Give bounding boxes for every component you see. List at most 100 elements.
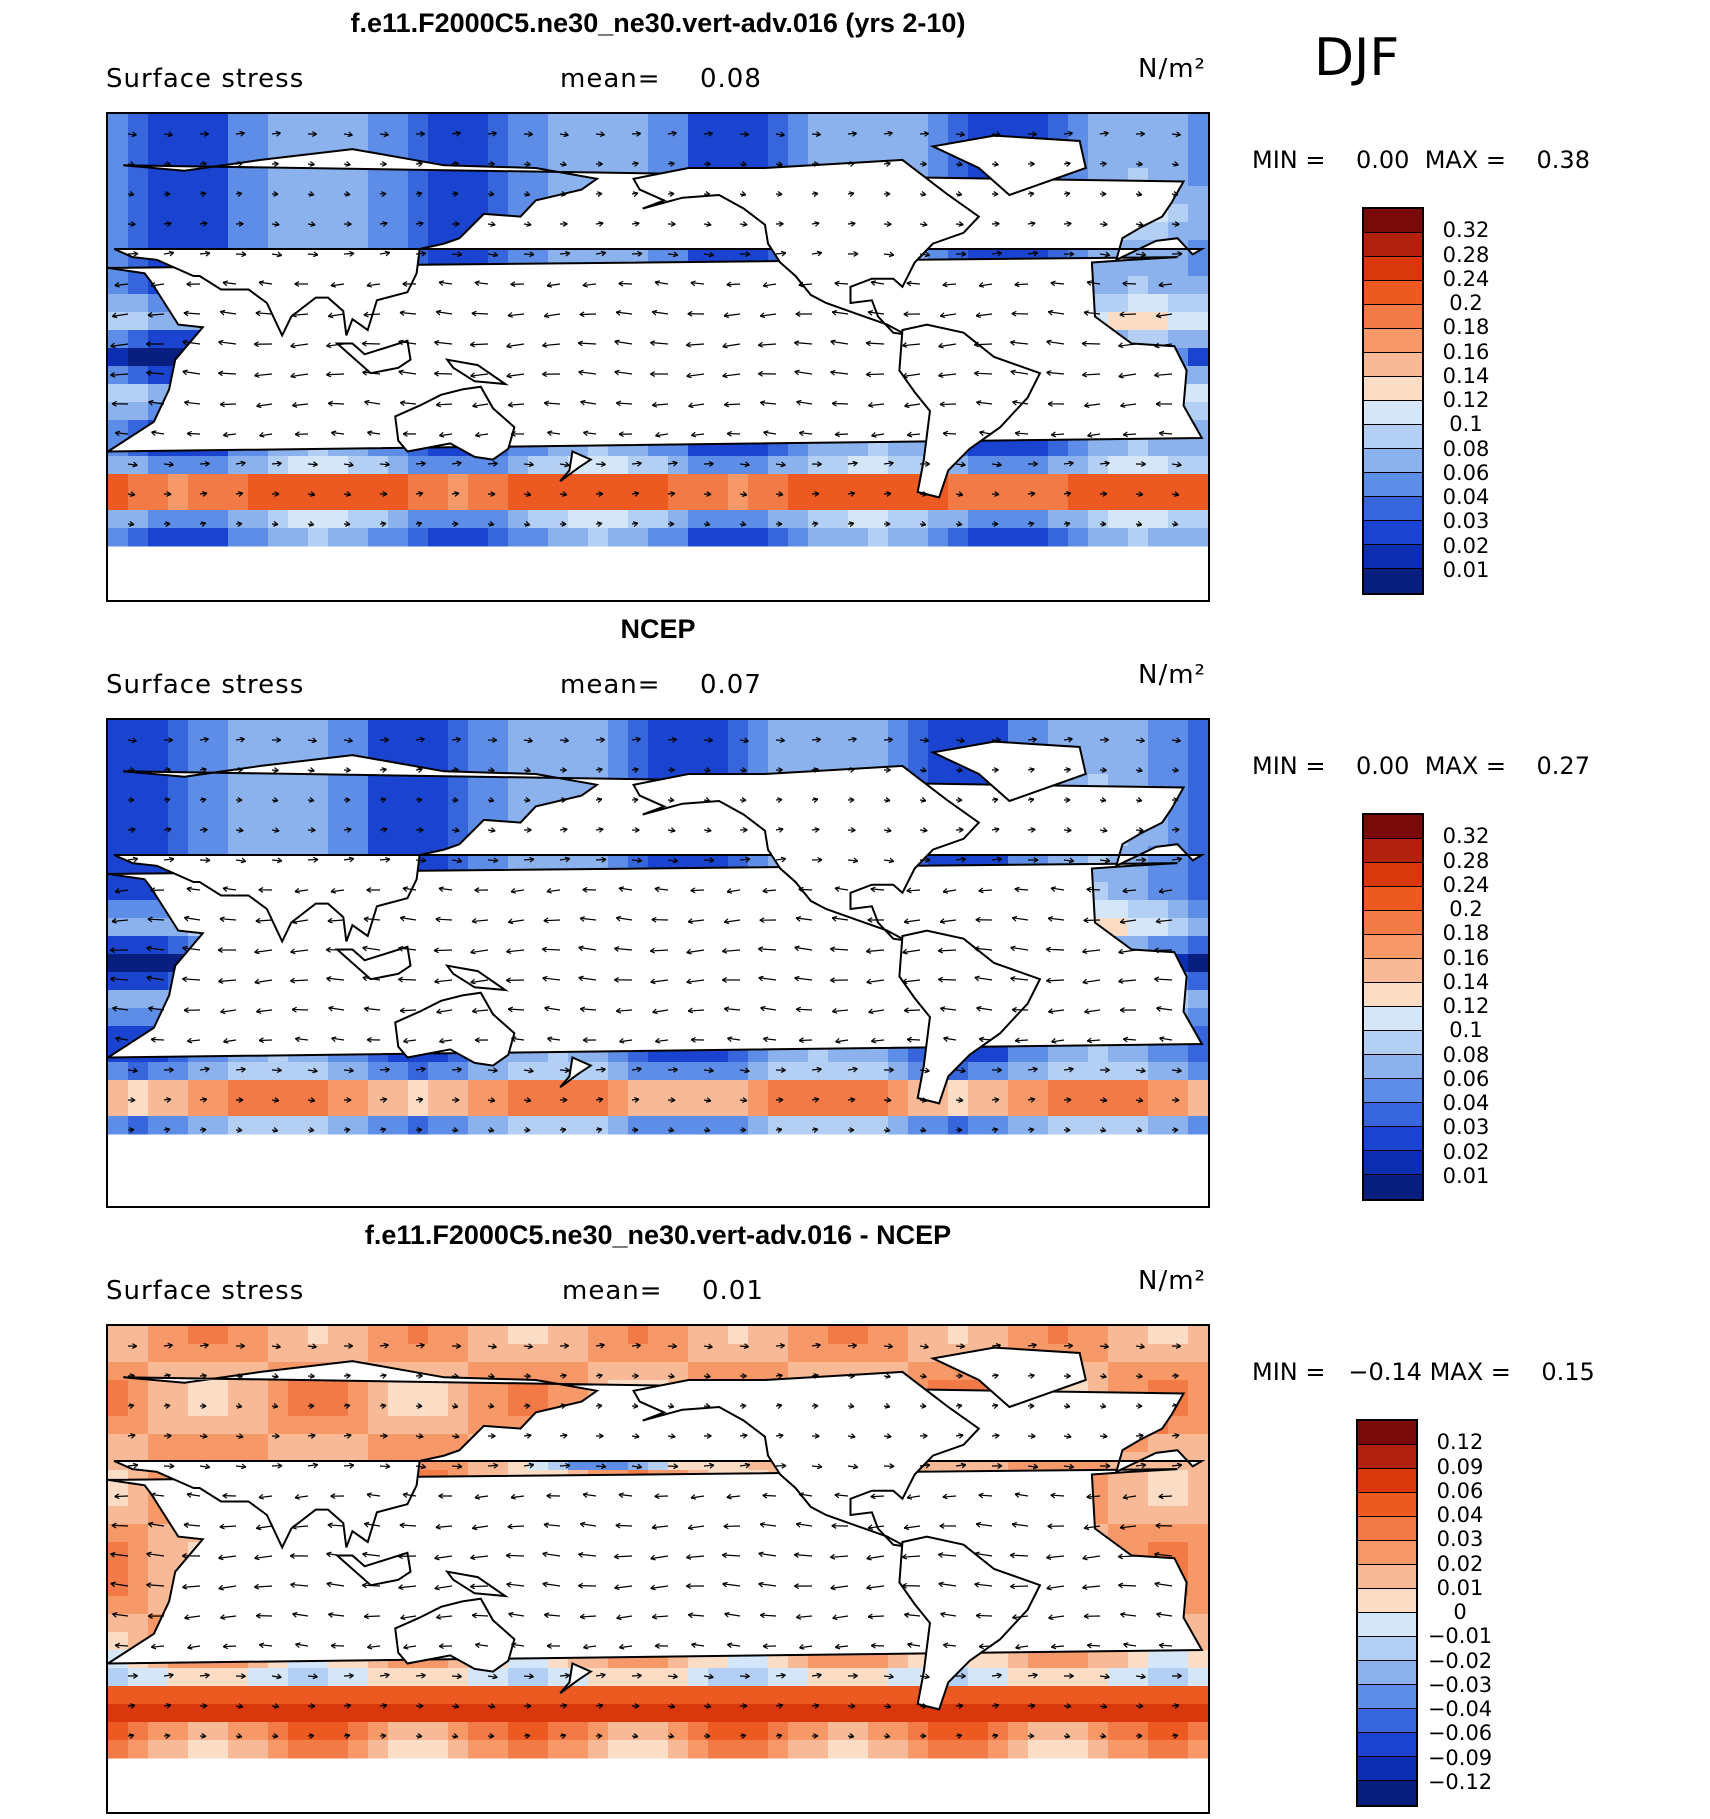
colorbar-swatch bbox=[1364, 935, 1422, 959]
colorbar-swatch bbox=[1364, 473, 1422, 497]
colorbar-swatch bbox=[1364, 401, 1422, 425]
colorbar-tick-label: 0.03 bbox=[1442, 1115, 1490, 1140]
colorbar-tick-label: 0.1 bbox=[1449, 412, 1483, 437]
colorbar-tick-label: 0.2 bbox=[1449, 897, 1483, 921]
colorbar-tick-label: 0.24 bbox=[1442, 266, 1490, 291]
panel-1-mean-label: mean= bbox=[560, 64, 661, 94]
panel-1-max-value: 0.38 bbox=[1536, 146, 1590, 174]
colorbar-swatch bbox=[1364, 257, 1422, 281]
colorbar-swatch bbox=[1358, 1733, 1416, 1757]
colorbar-swatch bbox=[1358, 1709, 1416, 1733]
colorbar-swatch bbox=[1364, 449, 1422, 473]
panel-3-units: N/m² bbox=[1138, 1266, 1206, 1296]
colorbar-tick-label: 0.09 bbox=[1436, 1454, 1484, 1479]
panel-2-min-value: 0.00 bbox=[1356, 752, 1410, 780]
colorbar-tick-label: 0.18 bbox=[1442, 315, 1490, 340]
colorbar-tick-label: 0.06 bbox=[1436, 1478, 1484, 1503]
colorbar-swatch bbox=[1364, 983, 1422, 1007]
colorbar-swatch bbox=[1364, 959, 1422, 983]
colorbar-swatch bbox=[1364, 569, 1422, 593]
colorbar-tick-label: 0 bbox=[1453, 1600, 1467, 1624]
colorbar-tick-label: 0.24 bbox=[1442, 872, 1490, 897]
colorbar-tick-label: 0.28 bbox=[1442, 848, 1490, 873]
colorbar-tick-label: −0.01 bbox=[1427, 1624, 1493, 1649]
panel-3-title: f.e11.F2000C5.ne30_ne30.vert-adv.016 - N… bbox=[364, 1220, 952, 1250]
panel-3-colorbar bbox=[1356, 1419, 1418, 1807]
colorbar-tick-label: 0.08 bbox=[1442, 436, 1490, 461]
colorbar-tick-label: 0.01 bbox=[1436, 1575, 1484, 1600]
colorbar-swatch bbox=[1364, 839, 1422, 863]
colorbar-tick-label: 0.03 bbox=[1442, 509, 1490, 534]
panel-1-map-svg bbox=[108, 114, 1208, 547]
colorbar-swatch bbox=[1364, 209, 1422, 233]
colorbar-tick-label: 0.12 bbox=[1442, 994, 1490, 1018]
colorbar-swatch bbox=[1364, 329, 1422, 353]
colorbar-tick-label: 0.16 bbox=[1442, 339, 1490, 364]
colorbar-tick-label: 0.04 bbox=[1442, 1091, 1490, 1115]
colorbar-swatch bbox=[1364, 305, 1422, 329]
colorbar-swatch bbox=[1364, 1151, 1422, 1175]
colorbar-swatch bbox=[1358, 1613, 1416, 1637]
colorbar-tick-label: −0.02 bbox=[1427, 1648, 1493, 1673]
colorbar-swatch bbox=[1364, 1007, 1422, 1031]
colorbar-tick-label: 0.14 bbox=[1442, 969, 1490, 994]
panel-2-minmax: MIN = 0.00 MAX = 0.27 bbox=[1252, 752, 1590, 780]
colorbar-tick-label: 0.16 bbox=[1442, 945, 1490, 970]
colorbar-tick-label: 0.06 bbox=[1442, 460, 1490, 485]
colorbar-tick-label: −0.09 bbox=[1427, 1745, 1493, 1770]
panel-1-mean-value: 0.08 bbox=[700, 64, 762, 94]
colorbar-tick-label: 0.32 bbox=[1442, 218, 1490, 243]
panel-2-max-label: MAX = bbox=[1424, 752, 1507, 780]
colorbar-swatch bbox=[1358, 1781, 1416, 1805]
colorbar-swatch bbox=[1364, 1031, 1422, 1055]
colorbar-swatch bbox=[1358, 1565, 1416, 1589]
colorbar-swatch bbox=[1364, 815, 1422, 839]
colorbar-tick-label: 0.04 bbox=[1442, 485, 1490, 509]
panel-1-min-label: MIN = bbox=[1252, 146, 1326, 174]
panel-3-max-label: MAX = bbox=[1429, 1358, 1511, 1386]
colorbar-swatch bbox=[1358, 1661, 1416, 1685]
colorbar-tick-label: 0.02 bbox=[1436, 1551, 1484, 1576]
colorbar-tick-label: 0.12 bbox=[1436, 1430, 1484, 1455]
colorbar-tick-label: 0.06 bbox=[1442, 1066, 1490, 1091]
panel-3-mean-value: 0.01 bbox=[702, 1276, 764, 1306]
panel-3-variable: Surface stress bbox=[106, 1276, 305, 1306]
panel-1-minmax: MIN = 0.00 MAX = 0.38 bbox=[1252, 146, 1590, 174]
panel-3-map-svg bbox=[108, 1326, 1208, 1759]
panel-2-map-svg bbox=[108, 720, 1208, 1135]
colorbar-swatch bbox=[1364, 1127, 1422, 1151]
panel-2-max-value: 0.27 bbox=[1536, 752, 1590, 780]
colorbar-swatch bbox=[1358, 1421, 1416, 1445]
stress-vectors bbox=[110, 130, 1183, 527]
colorbar-tick-label: 0.08 bbox=[1442, 1042, 1490, 1067]
panel-3-min-value: −0.14 bbox=[1348, 1358, 1422, 1386]
colorbar-swatch bbox=[1358, 1469, 1416, 1493]
colorbar-swatch bbox=[1364, 425, 1422, 449]
panel-2-min-label: MIN = bbox=[1252, 752, 1326, 780]
colorbar-swatch bbox=[1364, 497, 1422, 521]
panel-2-title: NCEP bbox=[620, 614, 696, 644]
colorbar-swatch bbox=[1364, 1103, 1422, 1127]
panel-3-mean-label: mean= bbox=[562, 1276, 663, 1306]
colorbar-tick-label: 0.28 bbox=[1442, 242, 1490, 267]
colorbar-swatch bbox=[1358, 1493, 1416, 1517]
continent-outlines bbox=[108, 134, 1206, 499]
panel-1-min-value: 0.00 bbox=[1356, 146, 1410, 174]
colorbar-swatch bbox=[1364, 521, 1422, 545]
colorbar-tick-label: 0.01 bbox=[1442, 557, 1490, 582]
colorbar-swatch bbox=[1364, 887, 1422, 911]
colorbar-tick-label: 0.18 bbox=[1442, 921, 1490, 946]
panel-1-colorbar bbox=[1362, 207, 1424, 595]
season-label: DJF bbox=[1314, 28, 1400, 88]
colorbar-swatch bbox=[1364, 1055, 1422, 1079]
continent-outlines bbox=[108, 740, 1206, 1105]
panel-3-minmax: MIN = −0.14 MAX = 0.15 bbox=[1252, 1358, 1595, 1386]
panel-3-map bbox=[106, 1324, 1210, 1814]
stress-vectors bbox=[110, 1342, 1183, 1739]
panel-3-min-label: MIN = bbox=[1252, 1358, 1326, 1386]
panel-2-colorbar bbox=[1362, 813, 1424, 1201]
panel-2-units: N/m² bbox=[1138, 660, 1206, 690]
colorbar-tick-label: −0.04 bbox=[1427, 1697, 1493, 1721]
colorbar-tick-label: 0.1 bbox=[1449, 1018, 1483, 1043]
colorbar-swatch bbox=[1364, 911, 1422, 935]
